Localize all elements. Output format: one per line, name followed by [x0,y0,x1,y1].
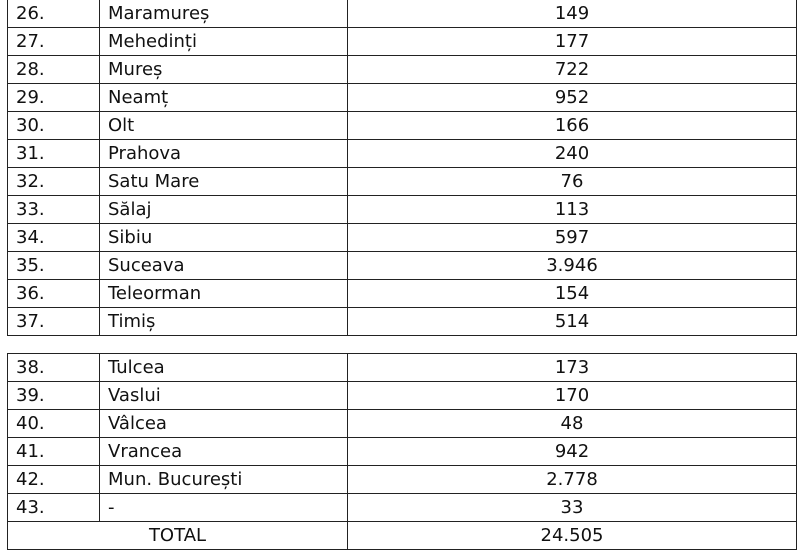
county-name: Mun. București [99,465,348,494]
row-number: 29. [7,83,100,112]
row-value: 113 [347,195,797,224]
county-name: Timiș [99,307,348,336]
table-row: 35. Suceava 3.946 [7,251,797,280]
total-label: TOTAL [7,521,348,550]
row-value: 942 [347,437,797,466]
table-row: 42. Mun. București 2.778 [7,465,797,494]
row-value: 170 [347,381,797,410]
row-value: 33 [347,493,797,522]
county-table-part-1: 26. Maramureș 149 27. Mehedinți 177 28. Mureș 72… [7,0,797,336]
row-number: 41. [7,437,100,466]
county-name: Mureș [99,55,348,84]
table-row: 33. Sălaj 113 [7,195,797,224]
row-number: 26. [7,0,100,28]
county-name: Neamț [99,83,348,112]
table-row: 40. Vâlcea 48 [7,409,797,438]
row-value: 597 [347,223,797,252]
county-name: Vâlcea [99,409,348,438]
row-number: 30. [7,111,100,140]
county-name: Suceava [99,251,348,280]
row-value: 149 [347,0,797,28]
row-number: 33. [7,195,100,224]
row-number: 32. [7,167,100,196]
row-value: 722 [347,55,797,84]
row-value: 2.778 [347,465,797,494]
table-row: 31. Prahova 240 [7,139,797,168]
row-value: 76 [347,167,797,196]
county-name: Vrancea [99,437,348,466]
county-name: Satu Mare [99,167,348,196]
table-row: 32. Satu Mare 76 [7,167,797,196]
total-row: TOTAL 24.505 [7,521,797,550]
table-row: 41. Vrancea 942 [7,437,797,466]
row-number: 34. [7,223,100,252]
row-value: 514 [347,307,797,336]
table-row: 34. Sibiu 597 [7,223,797,252]
row-number: 31. [7,139,100,168]
row-value: 3.946 [347,251,797,280]
row-value: 240 [347,139,797,168]
county-name: Olt [99,111,348,140]
county-name: Tulcea [99,353,348,382]
row-number: 39. [7,381,100,410]
row-value: 154 [347,279,797,308]
table-row: 36. Teleorman 154 [7,279,797,308]
row-value: 177 [347,27,797,56]
row-number: 38. [7,353,100,382]
row-number: 42. [7,465,100,494]
county-name: Sălaj [99,195,348,224]
county-table-part-2: 38. Tulcea 173 39. Vaslui 170 40. Vâlcea 48 41. Vr… [7,353,797,550]
table-row: 28. Mureș 722 [7,55,797,84]
row-number: 36. [7,279,100,308]
row-number: 27. [7,27,100,56]
table-row: 29. Neamț 952 [7,83,797,112]
row-value: 952 [347,83,797,112]
row-value: 48 [347,409,797,438]
row-number: 40. [7,409,100,438]
row-number: 35. [7,251,100,280]
county-name: Prahova [99,139,348,168]
county-name: - [99,493,348,522]
total-value: 24.505 [347,521,797,550]
row-value: 166 [347,111,797,140]
county-name: Mehedinți [99,27,348,56]
table-row: 43. -33 [7,493,797,522]
table-row: 26. Maramureș 149 [7,0,797,28]
row-number: 37. [7,307,100,336]
county-name: Teleorman [99,279,348,308]
county-name: Vaslui [99,381,348,410]
table-row: 30. Olt 166 [7,111,797,140]
row-number: 28. [7,55,100,84]
table-row: 39. Vaslui 170 [7,381,797,410]
county-name: Sibiu [99,223,348,252]
county-name: Maramureș [99,0,348,28]
row-number: 43. [7,493,100,522]
table-row: 38. Tulcea 173 [7,353,797,382]
row-value: 173 [347,353,797,382]
table-row: 27. Mehedinți 177 [7,27,797,56]
table-row: 37. Timiș 514 [7,307,797,336]
